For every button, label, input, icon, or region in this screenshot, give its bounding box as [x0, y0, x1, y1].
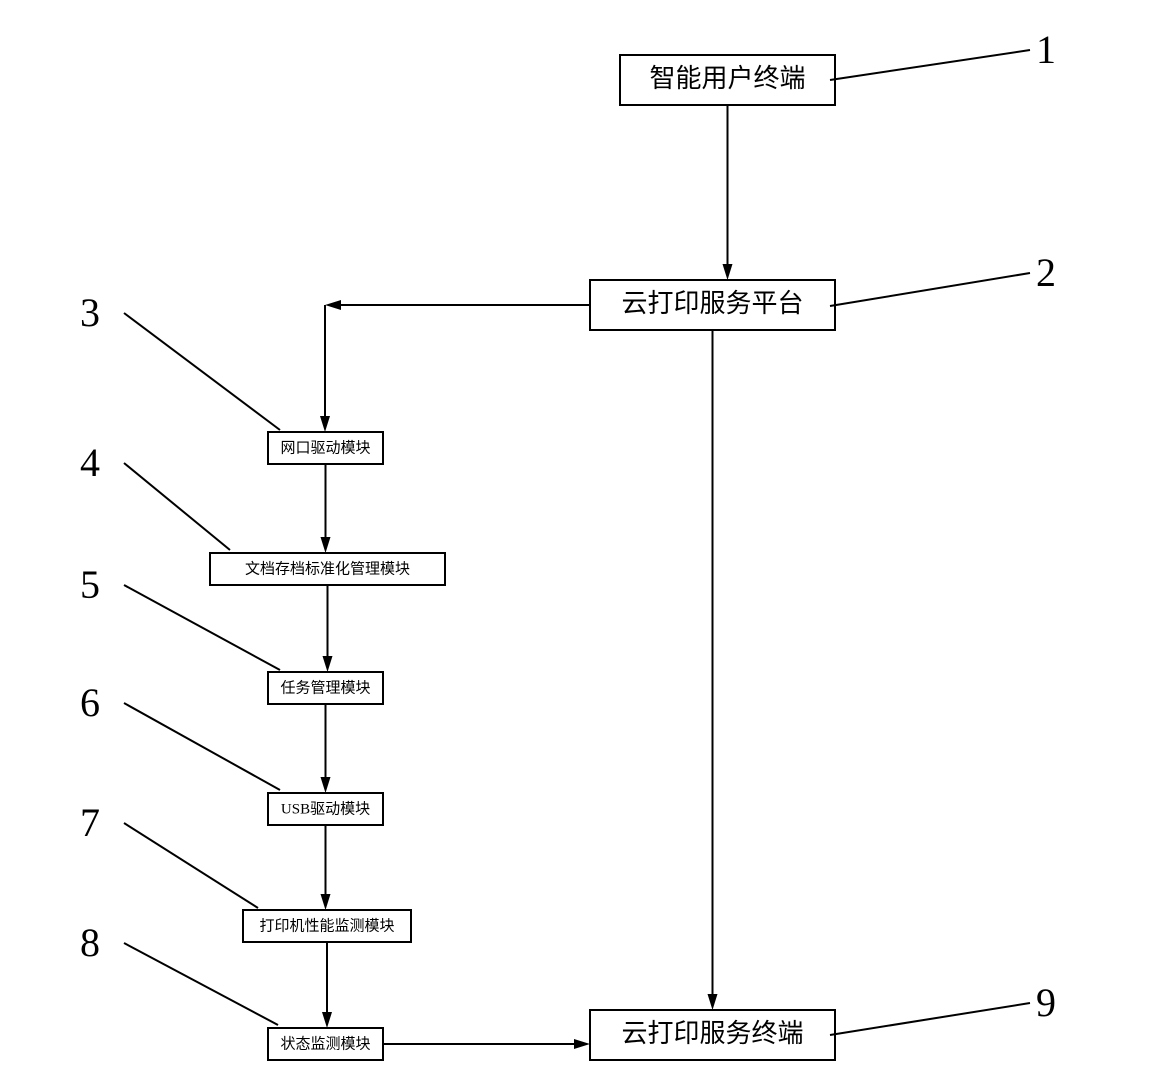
node-n8-label: 状态监测模块	[280, 1035, 370, 1052]
callout-number-l5: 5	[80, 562, 100, 607]
leader-l5	[124, 585, 280, 670]
node-n6-label: USB驱动模块	[281, 800, 370, 817]
flowchart-diagram: 智能用户终端云打印服务平台网口驱动模块文档存档标准化管理模块任务管理模块 USB驱…	[0, 0, 1171, 1081]
node-n5-label: 任务管理模块	[280, 679, 370, 696]
callout-number-l6: 6	[80, 680, 100, 725]
leader-l1	[830, 50, 1030, 80]
callout-number-l2: 2	[1036, 250, 1056, 295]
callout-number-l1: 1	[1036, 27, 1056, 72]
leader-l2	[830, 273, 1030, 306]
node-n1-label: 智能用户终端	[649, 64, 805, 93]
callout-number-l7: 7	[80, 800, 100, 845]
callout-number-l3: 3	[80, 290, 100, 335]
node-n2-label: 云打印服务平台	[621, 289, 803, 318]
node-n7-label: 打印机性能监测模块	[259, 917, 394, 934]
node-n4-label: 文档存档标准化管理模块	[245, 560, 410, 577]
callout-number-l8: 8	[80, 920, 100, 965]
leader-l6	[124, 703, 280, 790]
callout-number-l4: 4	[80, 440, 100, 485]
leader-l8	[124, 943, 278, 1025]
callout-number-l9: 9	[1036, 980, 1056, 1025]
leader-l7	[124, 823, 258, 908]
leader-l4	[124, 463, 230, 550]
node-n3-label: 网口驱动模块	[280, 439, 370, 456]
node-n9-label: 云打印服务终端	[621, 1019, 803, 1048]
leader-l3	[124, 313, 280, 430]
leader-l9	[830, 1003, 1030, 1035]
